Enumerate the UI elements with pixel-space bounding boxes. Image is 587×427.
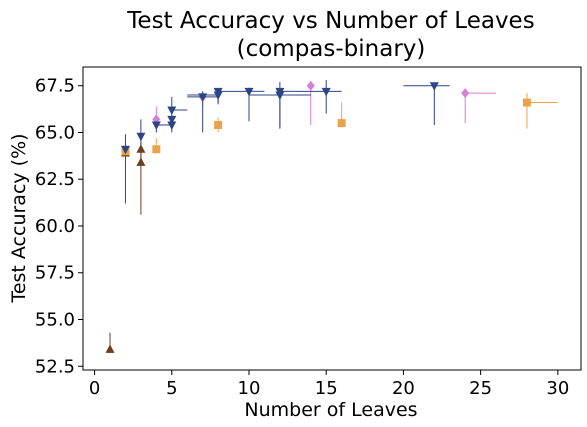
- diamond-marker: [461, 88, 470, 99]
- chart-title-line-1: Test Accuracy vs Number of Leaves: [126, 8, 534, 34]
- triangle-down-marker: [167, 115, 177, 125]
- triangle-up-marker: [136, 144, 146, 153]
- point-3-8: [213, 87, 249, 103]
- triangle-up-marker: [105, 344, 115, 353]
- point-3-5: [167, 96, 188, 118]
- data-marks: [105, 80, 558, 354]
- y-tick-label-1: 55.0: [35, 310, 75, 331]
- square-marker: [152, 145, 161, 154]
- x-tick-label-0: 0: [89, 378, 100, 399]
- axis-ticks: 0 5 10 15 20 25 30 52.5 55.0 57.5 60.0 62.5 65.0 67.5: [35, 76, 569, 399]
- y-tick-label-3: 60.0: [35, 216, 75, 237]
- point-3-4: [156, 121, 177, 133]
- square-marker: [214, 120, 223, 129]
- diamond-marker: [306, 80, 315, 91]
- x-tick-label-4: 20: [392, 378, 415, 399]
- point-1-3: [337, 102, 346, 128]
- y-tick-label-5: 65.0: [35, 122, 75, 143]
- triangle-down-marker: [167, 106, 177, 116]
- point-2-2: [306, 80, 315, 125]
- triangle-up-marker: [136, 157, 146, 166]
- triangle-down-marker: [275, 87, 285, 97]
- point-3-11: [275, 81, 296, 127]
- y-tick-label-2: 57.5: [35, 263, 75, 284]
- y-tick-label-0: 52.5: [35, 356, 75, 377]
- point-3-9: [244, 87, 265, 122]
- y-tick-label-4: 62.5: [35, 169, 75, 190]
- y-tick-label-6: 67.5: [35, 76, 75, 97]
- x-tick-label-2: 10: [238, 378, 261, 399]
- y-axis-label: Test Accuracy (%): [8, 133, 30, 303]
- triangle-down-marker: [167, 121, 177, 130]
- point-3-0: [120, 145, 130, 155]
- point-2-3: [461, 88, 497, 124]
- plot-frame: [82, 66, 582, 371]
- point-0-0: [105, 332, 115, 354]
- x-tick-label-5: 25: [469, 378, 492, 399]
- point-3-6: [187, 91, 219, 133]
- point-3-12: [295, 80, 342, 114]
- point-1-4: [522, 93, 558, 129]
- x-axis-label: Number of Leaves: [244, 399, 417, 421]
- triangle-down-marker: [213, 87, 223, 97]
- point-3-13: [403, 82, 450, 125]
- triangle-down-marker: [244, 87, 254, 97]
- triangle-down-marker: [151, 121, 161, 130]
- x-tick-label-3: 15: [315, 378, 338, 399]
- triangle-down-marker: [321, 87, 331, 97]
- square-marker: [522, 98, 531, 107]
- point-0-1: [120, 134, 130, 204]
- x-tick-label-6: 30: [546, 378, 569, 399]
- chart-title-line-2: (compas-binary): [237, 36, 426, 62]
- square-marker: [337, 119, 346, 128]
- triangle-down-marker: [136, 132, 146, 142]
- point-1-2: [214, 117, 223, 133]
- point-3-1: [136, 119, 146, 146]
- point-1-1: [152, 138, 161, 154]
- x-tick-label-1: 5: [166, 378, 177, 399]
- triangle-down-marker: [120, 145, 130, 155]
- triangle-down-marker: [429, 82, 439, 91]
